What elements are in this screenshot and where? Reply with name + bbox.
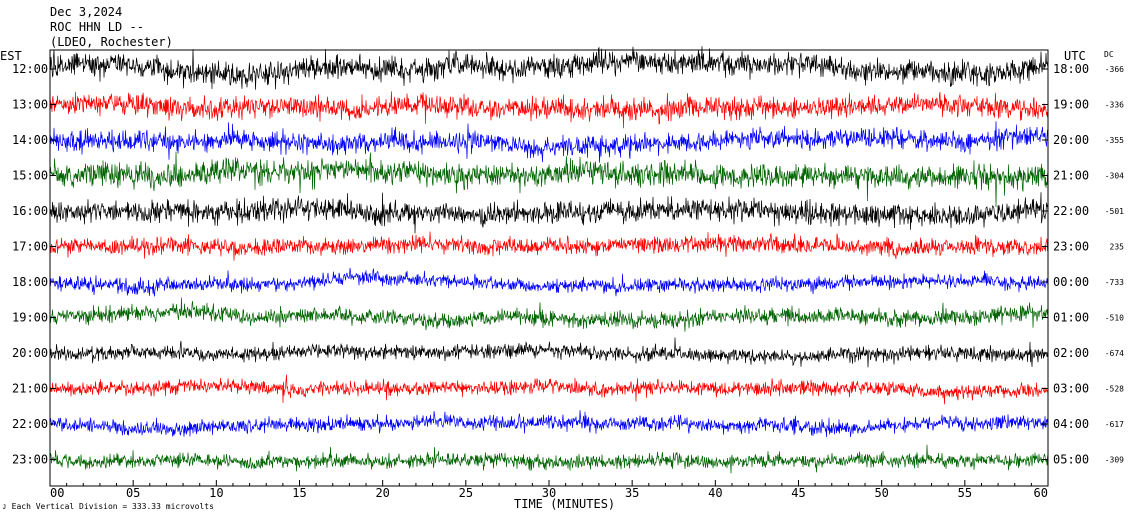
dc-offset-label: -733 — [1105, 278, 1124, 287]
utc-hour-label: 00:00 — [1053, 275, 1089, 289]
x-axis-label: TIME (MINUTES) — [514, 497, 615, 511]
est-hour-label: 21:00 — [12, 382, 48, 396]
x-tick-label: 05 — [126, 486, 140, 500]
dc-offset-label: -501 — [1105, 207, 1124, 216]
seismic-trace — [49, 151, 1049, 208]
left-axis-label: EST — [0, 49, 22, 63]
est-hour-label: 20:00 — [12, 346, 48, 360]
utc-hour-label: 21:00 — [1053, 169, 1089, 183]
header-network: (LDEO, Rochester) — [50, 35, 173, 49]
header-date: Dec 3,2024 — [50, 5, 122, 19]
est-hour-label: 23:00 — [12, 453, 48, 467]
scale-note: ᴊ Each Vertical Division = 333.33 microv… — [2, 502, 214, 511]
est-hour-label: 12:00 — [12, 62, 48, 76]
dc-offset-label: -674 — [1105, 349, 1124, 358]
x-tick-label: 25 — [459, 486, 473, 500]
scale-note-icon: ᴊ — [2, 502, 12, 511]
est-hour-label: 18:00 — [12, 275, 48, 289]
utc-hour-label: 19:00 — [1053, 98, 1089, 112]
est-hour-label: 22:00 — [12, 417, 48, 431]
seismic-trace — [49, 121, 1049, 163]
x-tick-label: 15 — [292, 486, 306, 500]
header-station: ROC HHN LD -- — [50, 20, 144, 34]
est-hour-label: 19:00 — [12, 311, 48, 325]
est-hour-label: 15:00 — [12, 169, 48, 183]
x-tick-label: 30 — [542, 486, 556, 500]
utc-hour-label: 22:00 — [1053, 204, 1089, 218]
dc-offset-label: -528 — [1105, 385, 1124, 394]
seismic-trace — [49, 337, 1049, 368]
axis-layer: 00 05 10 15 20 25 30 35 40 45 50 55 60 12:00 18:00 -366… — [12, 62, 1124, 500]
est-hour-label: 14:00 — [12, 133, 48, 147]
dc-offset-label: -510 — [1105, 314, 1124, 323]
utc-hour-label: 03:00 — [1053, 382, 1089, 396]
utc-hour-label: 20:00 — [1053, 133, 1089, 147]
seismic-trace — [49, 46, 1049, 90]
dc-offset-label: -309 — [1105, 456, 1124, 465]
seismic-trace — [49, 444, 1049, 474]
x-tick-label: 50 — [874, 486, 888, 500]
utc-hour-label: 04:00 — [1053, 417, 1089, 431]
dc-offset-label: -366 — [1105, 65, 1124, 74]
utc-hour-label: 02:00 — [1053, 346, 1089, 360]
scale-note-text: Each Vertical Division = 333.33 microvol… — [12, 502, 214, 511]
seismic-trace — [49, 410, 1049, 438]
right-axis-label: UTC — [1064, 49, 1086, 63]
utc-hour-label: 01:00 — [1053, 311, 1089, 325]
x-tick-label: 40 — [708, 486, 722, 500]
x-tick-label: 20 — [375, 486, 389, 500]
utc-hour-label: 05:00 — [1053, 453, 1089, 467]
est-hour-label: 17:00 — [12, 240, 48, 254]
dc-offset-label: -355 — [1105, 136, 1124, 145]
seismic-trace — [49, 231, 1049, 261]
est-hour-label: 13:00 — [12, 98, 48, 112]
trace-layer — [49, 46, 1049, 474]
seismic-trace — [49, 374, 1049, 405]
utc-hour-label: 23:00 — [1053, 240, 1089, 254]
x-tick-label: 10 — [209, 486, 223, 500]
utc-hour-label: 18:00 — [1053, 62, 1089, 76]
x-tick-label: 35 — [625, 486, 639, 500]
x-tick-label: 45 — [791, 486, 805, 500]
seismic-trace — [49, 91, 1049, 129]
dc-column-label: DC — [1104, 50, 1114, 59]
x-tick-label: 00 — [50, 486, 64, 500]
est-hour-label: 16:00 — [12, 204, 48, 218]
seismic-trace — [49, 192, 1049, 234]
dc-offset-label: 235 — [1110, 243, 1125, 252]
seismic-trace — [49, 297, 1049, 332]
dc-offset-label: -336 — [1105, 101, 1124, 110]
seismic-trace — [49, 267, 1049, 297]
x-tick-label: 60 — [1034, 486, 1048, 500]
dc-offset-label: -304 — [1105, 172, 1124, 181]
x-tick-label: 55 — [958, 486, 972, 500]
dc-offset-label: -617 — [1105, 420, 1124, 429]
